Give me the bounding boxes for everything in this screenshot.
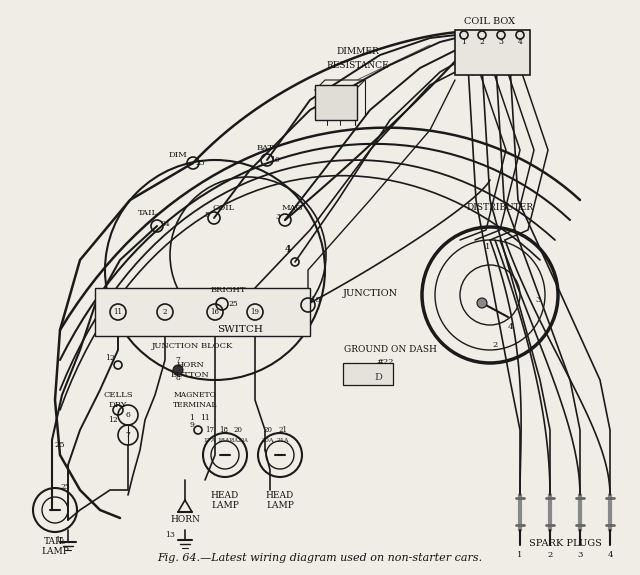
Text: HORN: HORN — [176, 361, 204, 369]
Bar — [315, 85, 357, 120]
Text: SPARK PLUGS: SPARK PLUGS — [529, 539, 602, 547]
Text: CELLS: CELLS — [103, 391, 133, 399]
Text: 21: 21 — [278, 426, 287, 434]
Text: 9: 9 — [189, 421, 195, 429]
Text: D: D — [374, 374, 382, 382]
Text: 20: 20 — [264, 426, 273, 434]
Text: HORN: HORN — [170, 516, 200, 524]
Text: 7: 7 — [125, 431, 131, 439]
Text: 3: 3 — [499, 38, 504, 46]
Text: Fig. 64.—Latest wiring diagram used on non-starter cars.: Fig. 64.—Latest wiring diagram used on n… — [157, 553, 483, 563]
Bar — [343, 363, 393, 385]
Text: 3: 3 — [535, 296, 541, 304]
Circle shape — [173, 365, 183, 375]
Text: 6: 6 — [125, 411, 131, 419]
Circle shape — [477, 298, 487, 308]
Text: 25: 25 — [228, 300, 238, 308]
Text: HEAD: HEAD — [266, 490, 294, 500]
Text: 24: 24 — [160, 220, 170, 228]
Text: 3: 3 — [577, 551, 582, 559]
Text: DRY: DRY — [109, 401, 127, 409]
Text: 7: 7 — [175, 356, 180, 364]
Text: HEAD: HEAD — [211, 490, 239, 500]
Text: JUNCTION: JUNCTION — [342, 289, 397, 297]
Text: 4: 4 — [285, 246, 291, 255]
Text: LAMP: LAMP — [41, 547, 69, 557]
Text: 5: 5 — [205, 211, 209, 219]
Text: LAMP: LAMP — [266, 500, 294, 509]
Text: 25: 25 — [60, 483, 70, 491]
Text: 2: 2 — [479, 38, 484, 46]
Text: 11: 11 — [200, 414, 210, 422]
Text: SWITCH: SWITCH — [217, 325, 263, 335]
Text: DISTRIBUTER: DISTRIBUTER — [467, 202, 534, 212]
Text: 13: 13 — [165, 531, 175, 539]
Text: #22: #22 — [376, 358, 394, 366]
Text: 2: 2 — [547, 551, 552, 559]
Text: COIL BOX: COIL BOX — [465, 17, 516, 26]
Text: 18A20A: 18A20A — [228, 438, 248, 443]
Text: MAG: MAG — [282, 204, 303, 212]
Text: 11: 11 — [113, 308, 122, 316]
Text: 17: 17 — [205, 426, 214, 434]
Text: 20: 20 — [234, 426, 243, 434]
Text: 2: 2 — [492, 341, 498, 349]
Text: BRIGHT: BRIGHT — [211, 286, 246, 294]
Bar — [455, 30, 530, 75]
Text: 16: 16 — [211, 308, 220, 316]
Text: 4: 4 — [518, 38, 522, 46]
Text: 15: 15 — [56, 536, 65, 544]
Text: TERMINAL: TERMINAL — [173, 401, 217, 409]
Text: 2: 2 — [163, 308, 167, 316]
Text: 17A: 17A — [204, 438, 216, 443]
Text: 4: 4 — [607, 551, 612, 559]
Text: TAIL: TAIL — [44, 538, 66, 546]
Text: 10: 10 — [270, 156, 280, 164]
Text: 19: 19 — [250, 308, 259, 316]
Text: 12: 12 — [105, 354, 115, 362]
Text: GROUND ON DASH: GROUND ON DASH — [344, 346, 436, 355]
Text: 21A: 21A — [276, 438, 289, 443]
Text: JUNCTION BLOCK: JUNCTION BLOCK — [151, 342, 233, 350]
Text: 15: 15 — [310, 296, 321, 304]
Text: DIM: DIM — [168, 151, 188, 159]
Text: BAT: BAT — [257, 144, 274, 152]
Text: 3: 3 — [275, 213, 280, 221]
Text: 20A: 20A — [262, 438, 275, 443]
Bar — [95, 288, 310, 336]
Text: RESISTANCE: RESISTANCE — [326, 60, 389, 70]
Text: 12: 12 — [108, 416, 118, 424]
Text: 4: 4 — [508, 323, 513, 331]
Text: TAIL: TAIL — [138, 209, 158, 217]
Text: BUTTON: BUTTON — [171, 371, 209, 379]
Text: 1: 1 — [517, 551, 523, 559]
Text: 18A: 18A — [218, 438, 230, 443]
Text: COIL: COIL — [213, 204, 235, 212]
Text: MAGNETO: MAGNETO — [173, 391, 216, 399]
Text: 1: 1 — [189, 414, 195, 422]
Text: 1: 1 — [461, 38, 467, 46]
Text: 1: 1 — [485, 243, 491, 251]
Text: DIMMER: DIMMER — [337, 48, 380, 56]
Text: 18: 18 — [220, 426, 228, 434]
Text: 25: 25 — [195, 159, 205, 167]
Text: 8: 8 — [175, 374, 180, 382]
Text: LAMP: LAMP — [211, 500, 239, 509]
Text: 25: 25 — [54, 441, 65, 449]
